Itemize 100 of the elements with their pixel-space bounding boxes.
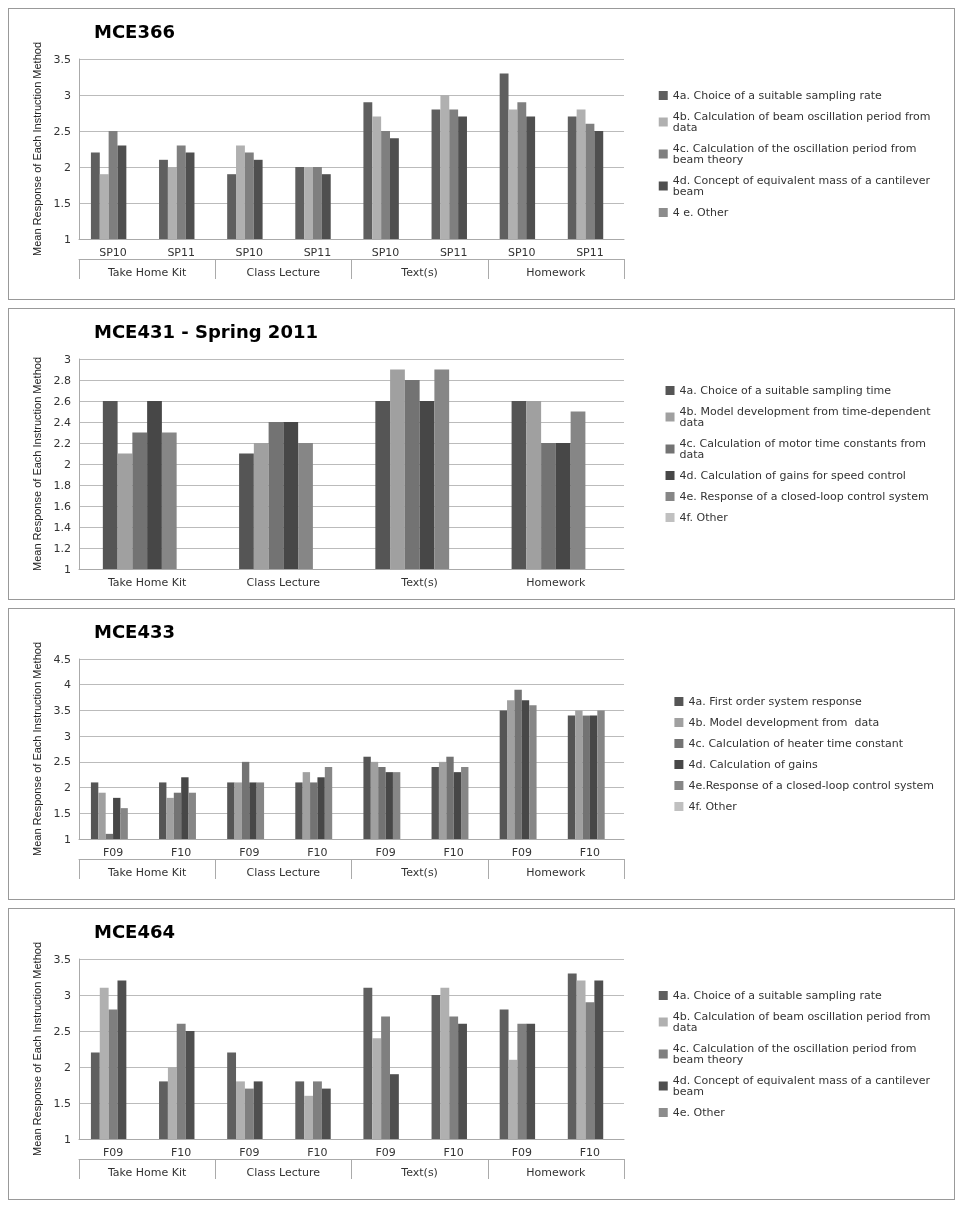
y-tick-label: 2.8	[53, 373, 71, 387]
y-axis-title: Mean Response of Each Instruction Method	[31, 641, 44, 857]
chart-title: MCE366	[94, 20, 175, 42]
y-tick-label: 1	[64, 232, 71, 246]
y-tick-label: 2.5	[53, 1024, 71, 1038]
text: Take Home Kit	[106, 866, 188, 879]
y-tick-label: 3	[64, 729, 71, 743]
y-tick-label: 1.4	[53, 520, 71, 534]
y-tick-label: 2.6	[53, 394, 71, 408]
legend-label: 4a. Choice of a suitable sampling time	[679, 384, 892, 397]
x-tick-label: F09	[102, 1146, 124, 1159]
y-axis-title: Mean Response of Each Instruction Method	[31, 941, 44, 1157]
x-tick-label: F10	[443, 1146, 464, 1159]
x-tick-label: F10	[307, 1146, 328, 1159]
chart-title: MCE464	[94, 920, 175, 942]
x-tick-label: F10	[171, 1146, 192, 1159]
x-tick-label: SP10	[235, 246, 264, 259]
x-tick-label: SP10	[371, 246, 400, 259]
x-tick-label: F09	[375, 1146, 396, 1159]
legend-label: 4e. Other	[672, 1106, 726, 1119]
legend-label: 4c. Calculation of the oscillation period from beam theory	[672, 142, 920, 166]
text: Take Home Kit	[106, 1166, 188, 1179]
x-tick-label: F09	[511, 1146, 532, 1159]
chart-title: MCE431 - Spring 2011	[94, 320, 318, 342]
legend-label: 4c. Calculation of the oscillation period from beam theory	[672, 1042, 920, 1066]
x-tick-label: F10	[307, 846, 328, 859]
legend-label: 4d. Concept of equivalent mass of a cantilever beam	[672, 1074, 934, 1098]
x-tick-label: F10	[579, 1146, 601, 1159]
y-tick-label: 2.2	[53, 436, 71, 450]
legend-label: 4e. Response of a closed-loop control system	[679, 490, 929, 503]
x-tick-label: SP11	[439, 246, 468, 259]
x-tick-label: Class Lecture	[246, 576, 321, 589]
x-tick-label: SP11	[303, 246, 332, 259]
x-tick-label: Text(s)	[400, 576, 438, 589]
x-tick-label: F10	[443, 846, 464, 859]
y-tick-label: 2.4	[53, 415, 71, 429]
y-tick-label: 1	[64, 832, 71, 846]
y-tick-label: 1.5	[53, 806, 71, 820]
chart-title: MCE433	[94, 620, 175, 642]
legend-label: 4b. Calculation of beam oscillation period from data	[672, 1010, 935, 1034]
legend-label: 4c. Calculation of heater time constant	[688, 737, 904, 750]
legend-label: 4f. Other	[679, 511, 729, 524]
x-tick-label: F09	[375, 846, 396, 859]
y-tick-label: 3	[64, 988, 71, 1002]
legend-label: 4c. Calculation of motor time constants from data	[679, 437, 930, 461]
y-tick-label: 1.8	[53, 478, 71, 492]
y-tick-label: 4	[64, 678, 71, 692]
x-tick-label: F10	[579, 846, 601, 859]
y-tick-label: 1.5	[53, 196, 71, 210]
y-tick-label: 1.2	[53, 541, 71, 555]
legend-label: 4f. Other	[688, 800, 738, 813]
x-tick-label: SP11	[576, 246, 604, 259]
legend-label: 4a. First order system response	[688, 695, 863, 708]
text: Class Lecture	[246, 266, 321, 279]
legend-label: 4 e. Other	[672, 206, 729, 219]
x-tick-label: Take Home Kit	[106, 576, 188, 589]
y-tick-label: 2	[64, 1060, 71, 1074]
x-tick-label: SP10	[508, 246, 536, 259]
y-tick-label: 1.6	[53, 499, 71, 513]
legend-label: 4d. Calculation of gains for speed control	[679, 469, 906, 482]
legend-label: 4d. Calculation of gains	[688, 758, 819, 771]
x-tick-label: SP10	[99, 246, 127, 259]
legend-label: 4e.Response of a closed-loop control system	[688, 779, 935, 792]
y-tick-label: 3	[64, 352, 71, 366]
text: Homework	[526, 1166, 587, 1179]
y-axis-title: Mean Response of Each Instruction Method	[31, 356, 44, 572]
x-tick-label: F09	[239, 846, 260, 859]
legend-label: 4d. Concept of equivalent mass of a cantilever beam	[672, 174, 934, 198]
legend-label: 4b. Model development from data	[688, 716, 880, 729]
y-tick-label: 2	[64, 781, 71, 795]
x-tick-label: SP11	[167, 246, 195, 259]
y-tick-label: 2.5	[53, 124, 71, 138]
y-tick-label: 2	[64, 457, 71, 471]
legend-label: 4b. Model development from time-dependent data	[679, 405, 935, 429]
y-tick-label: 3.5	[53, 703, 71, 717]
x-tick-label: F09	[102, 846, 124, 859]
y-tick-label: 2.5	[53, 755, 71, 769]
y-tick-label: 1	[64, 562, 71, 576]
y-axis-title: Mean Response of Each Instruction Method	[31, 41, 44, 257]
y-tick-label: 1	[64, 1132, 71, 1146]
y-tick-label: 4.5	[53, 652, 71, 666]
legend-label: 4b. Calculation of beam oscillation period from data	[672, 110, 935, 134]
x-tick-label: F09	[511, 846, 532, 859]
y-tick-label: 2	[64, 160, 71, 174]
y-tick-label: 3	[64, 88, 71, 102]
text: Text(s)	[400, 866, 438, 879]
x-tick-label: F09	[239, 1146, 260, 1159]
y-tick-label: 1.5	[53, 1096, 71, 1110]
legend-label: 4a. Choice of a suitable sampling rate	[672, 989, 882, 1002]
text: Text(s)	[400, 1166, 438, 1179]
text: Take Home Kit	[106, 266, 188, 279]
text: Class Lecture	[246, 1166, 321, 1179]
text: Class Lecture	[246, 866, 321, 879]
text: Homework	[526, 866, 587, 879]
x-tick-label: F10	[171, 846, 192, 859]
y-tick-label: 3.5	[53, 52, 71, 66]
text: Homework	[526, 266, 587, 279]
x-tick-label: Homework	[526, 576, 587, 589]
text: Text(s)	[400, 266, 438, 279]
legend-label: 4a. Choice of a suitable sampling rate	[672, 89, 882, 102]
